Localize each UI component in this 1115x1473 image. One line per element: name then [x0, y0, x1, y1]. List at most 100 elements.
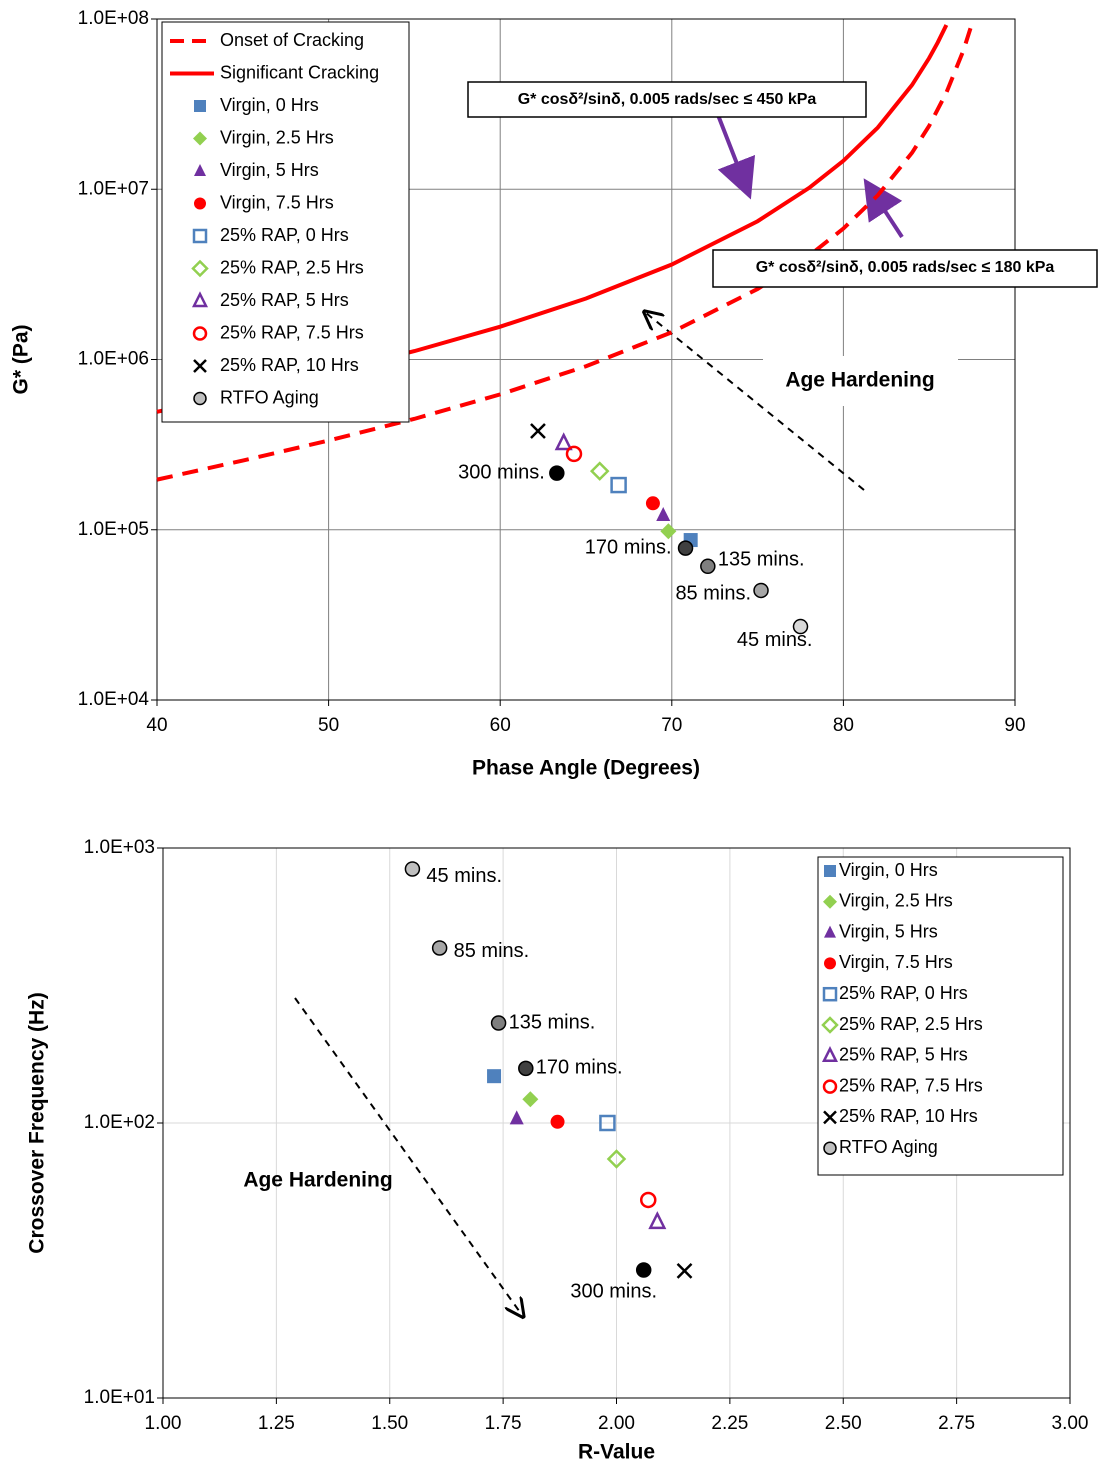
marker: [660, 523, 677, 540]
legend-label: Significant Cracking: [220, 62, 379, 82]
legend-label: Virgin, 2.5 Hrs: [839, 891, 953, 911]
x-tick-label: 60: [490, 715, 511, 736]
legend-label: RTFO Aging: [220, 387, 319, 407]
legend-label: 25% RAP, 2.5 Hrs: [839, 1014, 983, 1034]
arrow: [646, 313, 865, 491]
point-label: 85 mins.: [675, 583, 751, 605]
marker: [792, 618, 809, 635]
plot-frame: [162, 847, 1071, 1399]
chart: 1.0E+04 1.0E+05 1.0E+06 1.0E+07 1.0E+08 40 50 6…: [10, 8, 1098, 780]
point-label: 135 mins.: [509, 1011, 596, 1033]
y-tick-label: 1.0E+03: [84, 837, 155, 858]
marker: [550, 1114, 565, 1129]
x-tick-label: 80: [833, 715, 854, 736]
arrow: [863, 178, 904, 239]
marker: [404, 861, 421, 877]
legend-label: 25% RAP, 5 Hrs: [839, 1045, 968, 1065]
marker: [599, 1114, 616, 1132]
marker: [676, 1262, 693, 1279]
marker: [753, 582, 769, 599]
x-axis-title: R-Value: [578, 1441, 655, 1464]
marker: [677, 540, 694, 556]
point-label: 300 mins.: [570, 1280, 657, 1302]
legend: Virgin, 0 Hrs Virgin, 2.5 Hrs Virgin, 5 Hr…: [817, 856, 1064, 1176]
marker: [549, 465, 565, 481]
annotation: Age Hardening: [785, 369, 934, 392]
annotation-box: [467, 81, 867, 118]
legend-label: 25% RAP, 5 Hrs: [220, 290, 349, 310]
x-tick-label: 2.75: [938, 1413, 975, 1434]
x-tick-label: 3.00: [1052, 1413, 1089, 1434]
x-tick-label: 90: [1004, 715, 1025, 736]
point-label: 300 mins.: [458, 461, 545, 483]
x-tick-label: 1.00: [145, 1413, 182, 1434]
y-tick-label: 1.0E+05: [78, 519, 149, 540]
legend-label: 25% RAP, 7.5 Hrs: [220, 322, 364, 342]
point-label: 170 mins.: [536, 1057, 623, 1079]
legend-label: Virgin, 2.5 Hrs: [220, 127, 334, 147]
marker: [635, 1262, 652, 1278]
marker: [530, 423, 546, 439]
marker: [700, 558, 716, 575]
legend-label: 25% RAP, 10 Hrs: [839, 1106, 978, 1126]
x-tick-label: 40: [146, 715, 167, 736]
x-tick-label: 1.25: [258, 1413, 295, 1434]
point-label: 45 mins.: [737, 629, 813, 651]
marker: [639, 1191, 657, 1209]
y-axis-title: Crossover Frequency (Hz): [26, 992, 49, 1253]
marker: [518, 1060, 534, 1077]
legend-swatch: [821, 1016, 839, 1034]
legend-swatch: [192, 228, 208, 244]
y-tick-label: 1.0E+06: [78, 349, 149, 370]
marker: [431, 940, 448, 956]
y-axis-title: G* (Pa): [10, 324, 33, 394]
legend-swatch: [191, 291, 209, 308]
annotation: G* cosδ²/sinδ, 0.005 rads/sec ≤ 450 kPa: [518, 91, 817, 108]
chart: 1.0E+01 1.0E+02 1.0E+03 1.00 1.25 1.50 1.75 2.0…: [26, 837, 1089, 1464]
legend-swatch: [821, 1046, 839, 1063]
arrow: [294, 997, 522, 1315]
legend-box: [161, 21, 410, 423]
legend-swatch: [823, 1110, 837, 1125]
marker: [490, 1015, 507, 1031]
legend-label: Virgin, 0 Hrs: [220, 95, 319, 115]
marker: [565, 445, 583, 463]
y-tick-label: 1.0E+04: [78, 689, 150, 710]
marker: [589, 461, 610, 481]
legend-swatch: [191, 259, 209, 278]
x-tick-label: 2.25: [711, 1413, 748, 1434]
legend-swatch: [823, 1141, 837, 1155]
legend-swatch: [193, 359, 207, 373]
marker: [648, 1211, 667, 1230]
legend-swatch: [824, 865, 836, 877]
legend: Onset of Cracking Significant Cracking Vir…: [161, 21, 410, 423]
marker: [487, 1069, 502, 1084]
legend-label: Onset of Cracking: [220, 30, 364, 50]
legend-swatch: [824, 957, 836, 970]
marker: [610, 476, 627, 494]
x-tick-label: 50: [318, 715, 339, 736]
legend-box: [817, 856, 1064, 1176]
marker: [645, 496, 660, 511]
legend-label: RTFO Aging: [839, 1137, 938, 1157]
x-axis-title: Phase Angle (Degrees): [472, 757, 700, 780]
marker: [554, 432, 573, 451]
legend-swatch: [194, 197, 206, 210]
point-label: 45 mins.: [426, 865, 502, 887]
legend-label: Virgin, 5 Hrs: [220, 160, 319, 180]
point-label: 135 mins.: [718, 549, 805, 571]
annotation: G* cosδ²/sinδ, 0.005 rads/sec ≤ 180 kPa: [756, 259, 1055, 276]
marker: [656, 507, 671, 522]
x-tick-label: 1.50: [371, 1413, 408, 1434]
x-tick-label: 1.75: [485, 1413, 522, 1434]
legend-label: Virgin, 0 Hrs: [839, 860, 938, 880]
x-tick-label: 2.00: [598, 1413, 635, 1434]
legend-label: Virgin, 5 Hrs: [839, 921, 938, 941]
legend-swatch: [193, 131, 207, 146]
y-tick-label: 1.0E+07: [78, 178, 149, 199]
legend-swatch: [822, 986, 838, 1002]
y-tick-label: 1.0E+01: [84, 1387, 155, 1408]
y-tick-label: 1.0E+08: [78, 8, 149, 29]
legend-swatch: [823, 894, 837, 909]
